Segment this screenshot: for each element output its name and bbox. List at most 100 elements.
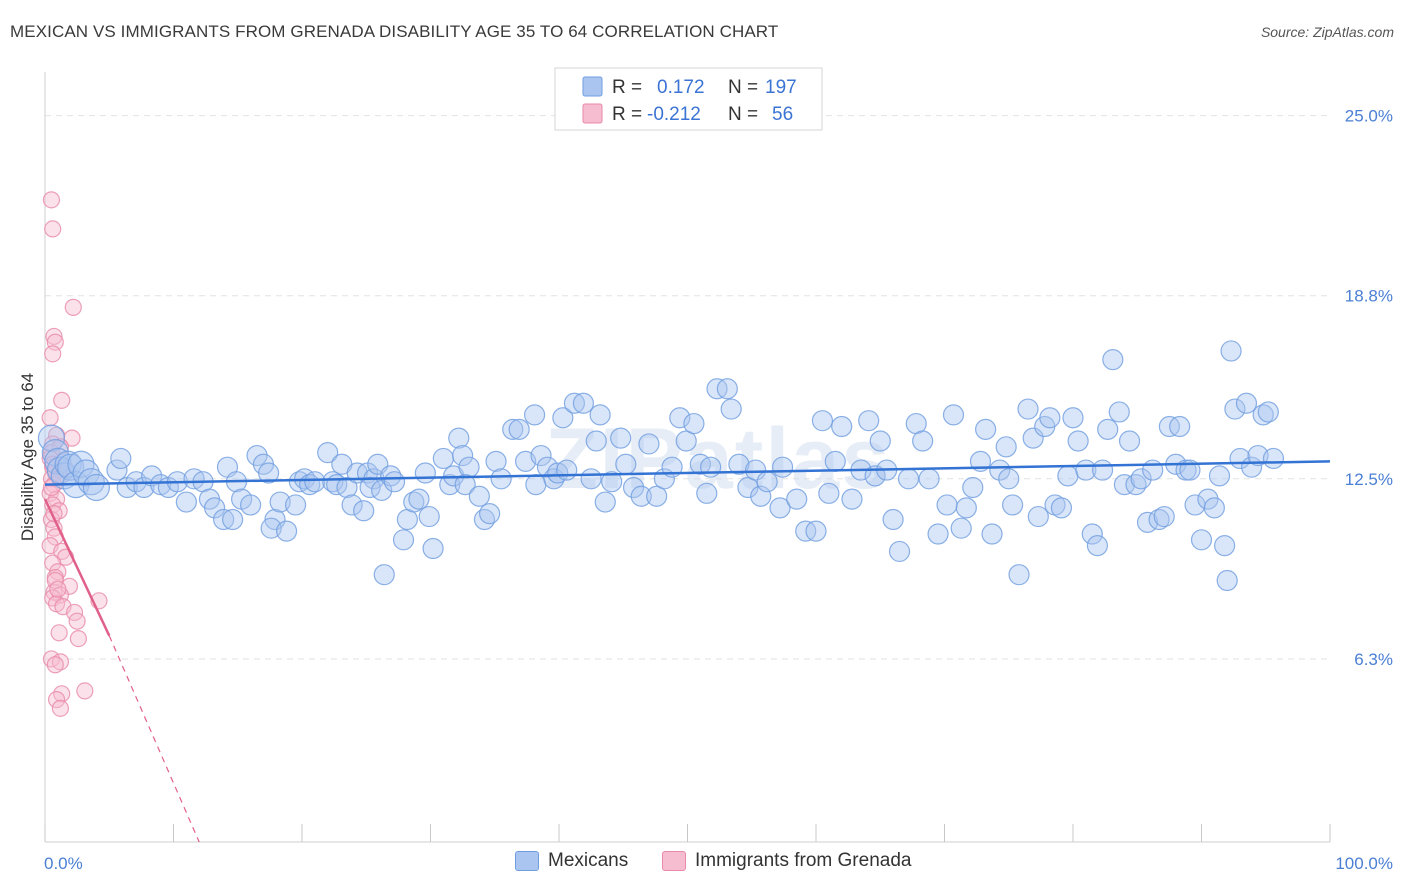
mexican-point: [468, 485, 490, 507]
mexican-point: [141, 465, 163, 487]
legend-n-label: N =: [728, 104, 758, 125]
mexican-point: [936, 494, 958, 516]
mexican-point: [1050, 497, 1073, 519]
mexican-point: [638, 433, 660, 455]
mexican-point: [1247, 444, 1269, 467]
mexican-point: [585, 430, 607, 452]
y-axis-label: Disability Age 35 to 64: [18, 373, 37, 541]
grenada-point: [46, 656, 64, 674]
grenada-point: [45, 327, 63, 346]
legend-r-value: -0.212: [647, 104, 701, 125]
mexican-point: [408, 488, 430, 510]
grenada-point: [68, 612, 86, 630]
mexican-point: [737, 476, 759, 499]
mexican-point: [1057, 465, 1079, 487]
mexican-point: [927, 523, 949, 545]
mexican-point: [1153, 505, 1175, 528]
mexican-point: [601, 471, 623, 493]
mexican-point: [57, 453, 85, 481]
mexican-point: [818, 482, 840, 504]
mexican-point: [811, 410, 834, 432]
mexican-point: [675, 430, 697, 452]
mexican-point: [502, 418, 524, 440]
legend-item-grenada: Immigrants from Grenada: [662, 850, 911, 872]
mexican-point: [246, 444, 268, 467]
mexican-point: [1130, 468, 1152, 490]
legend-r-label: R =: [612, 104, 642, 125]
mexican-point: [975, 418, 997, 440]
mexican-point: [82, 473, 111, 502]
mexican-point: [1008, 564, 1030, 586]
mexican-point: [1169, 415, 1191, 438]
mexican-point: [454, 474, 476, 496]
mexican-point: [304, 471, 326, 493]
mexican-point: [1002, 494, 1024, 516]
grenada-trend-line: [43, 498, 111, 637]
mexican-point: [1027, 505, 1049, 528]
mexican-point: [745, 459, 767, 481]
bottom-legend: Mexicans Immigrants from Grenada: [0, 850, 1406, 878]
mexican-point: [1203, 497, 1225, 519]
legend-item-mexicans: Mexicans: [515, 850, 628, 872]
grenada-point: [51, 699, 70, 717]
grenada-point: [51, 653, 70, 671]
mexican-point: [805, 520, 827, 542]
mexican-point: [728, 453, 750, 475]
mexican-point: [989, 459, 1011, 481]
mexican-point: [1224, 398, 1246, 420]
mexican-point: [897, 468, 920, 490]
mexican-point: [1067, 430, 1089, 452]
mexican-point: [831, 415, 853, 438]
mexican-point: [1235, 392, 1258, 414]
mexican-point: [552, 407, 574, 429]
mexican-point: [1216, 569, 1238, 592]
legend-r-value: 0.172: [657, 77, 705, 98]
mexican-point: [257, 462, 280, 484]
mexican-point: [995, 436, 1017, 458]
mexicans-trend-line: [44, 460, 1331, 486]
mexican-point: [175, 491, 197, 513]
mexican-point: [683, 412, 705, 435]
mexican-point: [1086, 535, 1109, 557]
mexican-point: [841, 488, 863, 510]
mexican-point: [260, 517, 282, 539]
mexican-point: [269, 491, 291, 513]
mexican-point: [336, 476, 358, 499]
mexican-point: [523, 404, 546, 426]
mexican-point: [771, 456, 794, 478]
mexican-point: [222, 508, 244, 531]
mexican-point: [1257, 401, 1279, 423]
legend-swatch-mexicans: [515, 851, 539, 871]
source-label: Source: ZipAtlas.com: [1260, 24, 1394, 40]
grenada-point: [76, 682, 94, 700]
mexican-point: [1039, 407, 1061, 429]
mexican-point: [563, 392, 586, 414]
legend-swatch-mexicans: [582, 76, 603, 97]
grenada-point: [44, 345, 62, 363]
top-legend: R = 0.172 N = 197 R = -0.212 N = 56: [554, 67, 823, 131]
mexican-point: [720, 398, 742, 420]
mexican-point: [240, 494, 262, 516]
mexican-point: [858, 410, 880, 432]
mexican-point: [543, 468, 565, 490]
mexican-point: [213, 508, 235, 531]
mexican-point: [1091, 459, 1114, 481]
mexican-point: [950, 517, 972, 539]
mexican-point: [669, 407, 691, 429]
mexican-point: [422, 537, 444, 560]
mexican-point: [490, 468, 512, 490]
y-tick-label: 25.0%: [1345, 107, 1393, 126]
mexican-point: [67, 450, 95, 478]
mexican-point: [392, 529, 415, 551]
mexican-point: [981, 523, 1003, 545]
mexican-point: [432, 447, 454, 470]
mexican-point: [1197, 488, 1219, 510]
mexican-point: [383, 471, 406, 493]
mexican-point: [1017, 398, 1039, 420]
mexican-point: [580, 468, 602, 490]
grenada-point: [47, 691, 66, 709]
mexican-point: [918, 468, 940, 490]
mexican-point: [525, 474, 547, 496]
mexican-point: [1062, 407, 1084, 429]
mexican-point: [942, 404, 965, 426]
